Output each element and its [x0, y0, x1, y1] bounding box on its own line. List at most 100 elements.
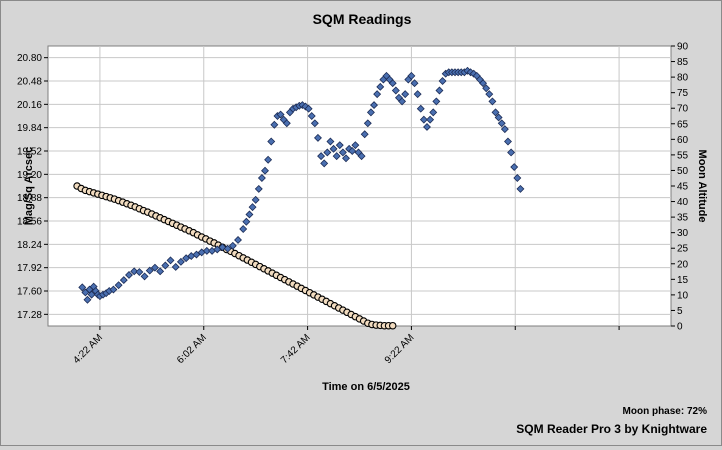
sqm-point: [370, 101, 379, 110]
sqm-point: [504, 137, 512, 146]
y-tick-label: 20.80: [17, 53, 42, 64]
sqm-point: [342, 154, 350, 163]
sqm-point: [488, 97, 497, 106]
sqm-point: [176, 257, 185, 266]
sqm-point: [276, 110, 285, 119]
y-tick-label: 20.48: [17, 77, 42, 88]
x-tick-label: 6:02 AM: [175, 332, 209, 366]
sqm-point: [307, 112, 316, 120]
sqm-point: [485, 90, 494, 99]
y-tick-label: 17.28: [17, 310, 42, 321]
y2-axis-label: Moon Altitude: [696, 150, 708, 223]
x-axis-ticks: 4:22 AM 6:02 AM 7:42 AM 9:22 AM: [71, 326, 620, 366]
credit-text: SQM Reader Pro 3 by Knightware: [516, 422, 707, 436]
sqm-point: [171, 262, 180, 271]
sqm-point: [482, 84, 491, 93]
sqm-point: [373, 90, 382, 99]
sqm-point: [314, 133, 322, 142]
y2-tick-label: 45: [677, 182, 689, 193]
sqm-point: [329, 144, 338, 153]
y-tick-label: 18.88: [17, 193, 42, 204]
sqm-point: [326, 137, 335, 146]
x-tick-label: 7:42 AM: [279, 332, 313, 366]
sqm-point: [78, 283, 87, 292]
y2-tick-label: 70: [677, 104, 689, 115]
sqm-point: [119, 276, 128, 285]
sqm-point: [510, 163, 519, 172]
moon-phase-text: Moon phase: 72%: [623, 406, 708, 417]
sqm-point: [234, 235, 242, 244]
sqm-point: [213, 245, 222, 254]
sqm-point: [410, 79, 419, 88]
sqm-point: [366, 108, 375, 117]
y-tick-label: 19.84: [17, 123, 42, 134]
sqm-point: [516, 184, 525, 193]
x-tick-label: 4:22 AM: [71, 332, 105, 366]
sqm-point: [223, 244, 232, 253]
sqm-point: [469, 69, 478, 78]
sqm-point: [161, 261, 170, 270]
grid-lines: [48, 46, 671, 326]
sqm-point: [135, 268, 144, 277]
sqm-point: [261, 166, 269, 175]
x-tick-label: 9:22 AM: [383, 332, 417, 366]
sqm-point: [497, 119, 506, 128]
sqm-point: [348, 147, 357, 155]
sqm-point: [251, 195, 260, 204]
sqm-point: [423, 122, 431, 131]
sqm-point: [435, 86, 444, 95]
sqm-point: [109, 285, 118, 294]
y2-tick-label: 15: [677, 275, 689, 286]
sqm-point: [140, 272, 149, 281]
y-tick-label: 17.92: [17, 263, 42, 274]
y2-tick-label: 40: [677, 197, 689, 208]
sqm-point: [264, 155, 273, 164]
sqm-point: [335, 141, 344, 150]
sqm-point: [125, 270, 133, 279]
sqm-point: [432, 97, 441, 106]
sqm-point: [494, 113, 503, 122]
sqm-point: [130, 267, 139, 276]
y2-axis-ticks: 0 5 10 15 20 25 30 35 40 45 50 55 60 65 70 75 80 85 90: [671, 42, 689, 333]
sqm-point: [320, 159, 329, 168]
sqm-point: [407, 71, 416, 80]
sqm-point: [242, 217, 251, 226]
x-axis-label: Time on 6/5/2025: [322, 381, 410, 393]
sqm-point: [323, 148, 332, 157]
sqm-point: [507, 148, 516, 157]
sqm-point: [438, 77, 447, 85]
chart-title: SQM Readings: [313, 11, 412, 27]
sqm-point: [156, 267, 165, 276]
sqm-point: [245, 210, 254, 219]
sqm-point: [202, 246, 211, 255]
sqm-point: [419, 115, 428, 124]
y-tick-label: 18.56: [17, 217, 42, 228]
sqm-point: [270, 120, 279, 129]
y2-tick-label: 55: [677, 150, 689, 161]
sqm-point: [239, 225, 248, 233]
sqm-point: [145, 266, 154, 275]
sqm-point: [182, 254, 191, 263]
y2-tick-label: 5: [677, 306, 683, 317]
sqm-point: [254, 184, 263, 193]
sqm-point: [248, 203, 257, 212]
y2-tick-label: 50: [677, 166, 689, 177]
sqm-point: [360, 130, 369, 139]
sqm-point: [388, 79, 397, 88]
sqm-point: [267, 137, 276, 146]
y2-tick-label: 0: [677, 322, 683, 333]
y2-tick-label: 75: [677, 88, 689, 99]
y-tick-label: 19.20: [17, 170, 42, 181]
sqm-point: [391, 86, 400, 95]
y2-tick-label: 10: [677, 290, 689, 301]
y-axis-label: Mag/Sq Arcsec: [23, 147, 35, 225]
sqm-point: [332, 152, 341, 161]
sqm-point: [401, 90, 410, 99]
sqm-point: [398, 97, 407, 106]
sqm-point: [357, 152, 366, 161]
y-tick-label: 20.16: [17, 100, 42, 111]
moon-point: [388, 321, 397, 330]
y-tick-label: 18.24: [17, 240, 42, 251]
